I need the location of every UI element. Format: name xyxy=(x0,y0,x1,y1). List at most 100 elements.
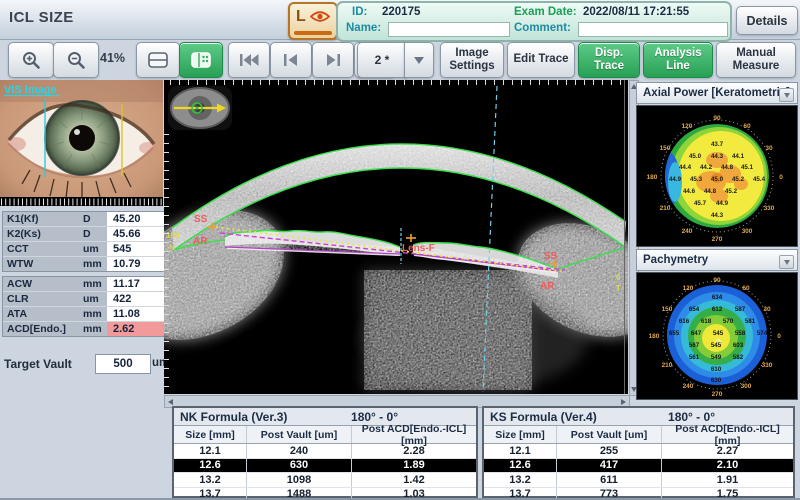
analysis-line-button[interactable]: Analysis Line xyxy=(643,42,713,78)
axial-power-header[interactable]: Axial Power [Keratometric] xyxy=(636,82,798,104)
laterality-underline xyxy=(294,31,332,35)
pachy-angle-labels: 90 60 30 0 330 300 270 240 210 180 150 1… xyxy=(649,277,782,398)
table-row: ACD[Endo.] mm 2.62 xyxy=(3,322,167,336)
svg-text:180: 180 xyxy=(647,174,658,181)
cell-post-acd: 1.91 xyxy=(716,473,739,486)
next-frame-button[interactable] xyxy=(312,42,354,78)
axial-power-map: 90 60 30 0 330 300 270 240 210 180 150 1… xyxy=(636,105,798,247)
pachy-dropdown-button[interactable] xyxy=(779,255,794,269)
pachy-map-image: 90 60 30 0 330 300 270 240 210 180 150 1… xyxy=(649,277,782,398)
ks-column-headers: Size [mm] Post Vault [um] Post ACD[Endo.… xyxy=(484,422,793,447)
chevron-down-icon xyxy=(783,259,790,265)
zoom-in-button[interactable] xyxy=(8,42,54,78)
measure-name: ATA xyxy=(3,307,83,321)
cell-post-vault: 630 xyxy=(247,458,352,472)
cell-post-acd: 1.75 xyxy=(716,488,739,500)
oct-bscan-pane[interactable]: SS AR SS AR Lens-F 180 N 0 T xyxy=(124,80,661,394)
first-frame-button[interactable] xyxy=(228,42,270,78)
svg-text:570: 570 xyxy=(723,318,734,325)
svg-text:610: 610 xyxy=(711,366,722,373)
svg-text:210: 210 xyxy=(662,362,673,369)
svg-text:545: 545 xyxy=(713,330,724,337)
scroll-right-icon[interactable] xyxy=(621,398,626,405)
pachymetry-title: Pachymetry xyxy=(643,254,709,266)
pachymetry-header[interactable]: Pachymetry xyxy=(636,249,798,271)
svg-text:545: 545 xyxy=(711,342,722,349)
table-row[interactable]: 12.1 255 2.27 xyxy=(484,444,793,459)
keratometry-table: K1(Kf) D 45.20 @173° K2(Ks) D 45.66 @83°… xyxy=(2,211,168,272)
manual-measure-button[interactable]: Manual Measure xyxy=(716,42,796,78)
svg-text:210: 210 xyxy=(660,205,671,212)
measure-value: 545 xyxy=(107,242,167,256)
zoom-out-button[interactable] xyxy=(53,42,99,78)
svg-text:561: 561 xyxy=(689,354,700,361)
frame-select-arrow[interactable] xyxy=(404,42,434,78)
table-row[interactable]: 12.1 240 2.28 xyxy=(174,444,476,459)
multi-view-button[interactable] xyxy=(179,42,223,78)
bottom-border xyxy=(0,498,800,500)
svg-text:45.3: 45.3 xyxy=(690,176,703,183)
image-settings-button[interactable]: Image Settings xyxy=(440,42,504,78)
column-header: Post Vault [um] xyxy=(247,426,352,443)
measure-unit: mm xyxy=(83,277,107,291)
table-row: K1(Kf) D 45.20 @173° xyxy=(3,212,167,239)
measure-value: 45.20 @173° xyxy=(107,212,167,239)
column-header: Post ACD[Endo.-ICL] [mm] xyxy=(675,422,780,447)
exam-date-value: 2022/08/11 17:21:55 xyxy=(583,6,690,18)
cell-post-acd: 2.27 xyxy=(716,444,739,457)
column-header: Post ACD[Endo.-ICL] [mm] xyxy=(361,422,467,447)
scroll-left-icon[interactable] xyxy=(168,398,173,405)
ar-label-left: AR xyxy=(193,236,208,247)
svg-text:612: 612 xyxy=(712,306,723,313)
acd-value-highlighted: 2.62 xyxy=(107,322,167,336)
trace-overlay xyxy=(171,143,627,270)
id-label: ID: xyxy=(352,6,368,18)
frame-select-value[interactable]: 2 * xyxy=(357,42,407,78)
table-row-selected[interactable]: 12.6 630 1.89 xyxy=(174,458,476,473)
comment-input[interactable] xyxy=(578,22,728,37)
svg-text:0: 0 xyxy=(777,333,781,340)
svg-text:30: 30 xyxy=(765,145,773,152)
page-title: ICL SIZE xyxy=(9,9,74,26)
measure-value: 11.17 xyxy=(107,277,167,291)
ks-table-title-row: KS Formula (Ver.4) 180° - 0° xyxy=(484,408,793,426)
edit-trace-button[interactable]: Edit Trace xyxy=(507,42,575,78)
cell-post-acd: 2.10 xyxy=(716,459,739,472)
cell-size: 12.1 xyxy=(484,444,557,458)
svg-text:44.8: 44.8 xyxy=(704,188,717,195)
measure-name: CCT xyxy=(3,242,83,256)
svg-text:655: 655 xyxy=(669,330,680,337)
nk-formula-table: NK Formula (Ver.3) 180° - 0° Size [mm] P… xyxy=(172,406,478,500)
cell-post-vault: 417 xyxy=(557,458,662,472)
axial-dropdown-button[interactable] xyxy=(779,88,794,102)
vis-image-pane: VIS Image xyxy=(0,80,163,206)
scroll-down-icon[interactable] xyxy=(630,387,637,392)
svg-text:45.2: 45.2 xyxy=(725,188,738,195)
cell-post-vault: 255 xyxy=(557,444,662,458)
measure-name: K1(Kf) xyxy=(3,212,83,226)
table-row-selected[interactable]: 12.6 417 2.10 xyxy=(484,458,793,473)
table-row[interactable]: 13.7 1488 1.03 xyxy=(174,487,476,500)
zoom-percentage: 41% xyxy=(100,51,126,65)
svg-text:44.3: 44.3 xyxy=(711,153,724,160)
analysis-axis-line[interactable] xyxy=(482,85,498,393)
disp-trace-button[interactable]: Disp. Trace xyxy=(578,42,640,78)
name-input[interactable] xyxy=(388,22,510,37)
id-value: 220175 xyxy=(382,6,421,18)
prev-frame-button[interactable] xyxy=(270,42,312,78)
laterality-label: L xyxy=(296,8,306,25)
table-row[interactable]: 13.2 1098 1.42 xyxy=(174,473,476,488)
svg-text:270: 270 xyxy=(712,391,723,398)
table-row[interactable]: 13.2 611 1.91 xyxy=(484,473,793,488)
patient-info-panel: ID: 220175 Exam Date: 2022/08/11 17:21:5… xyxy=(336,1,732,42)
scroll-up-icon[interactable] xyxy=(630,84,637,89)
single-view-button[interactable] xyxy=(136,42,180,78)
target-vault-input[interactable] xyxy=(95,354,151,374)
svg-text:558: 558 xyxy=(735,330,746,337)
svg-text:0: 0 xyxy=(779,174,783,181)
cell-size: 13.2 xyxy=(174,473,247,487)
table-row[interactable]: 13.7 773 1.75 xyxy=(484,487,793,500)
cell-size: 13.7 xyxy=(174,487,247,500)
details-button[interactable]: Details xyxy=(736,6,798,35)
